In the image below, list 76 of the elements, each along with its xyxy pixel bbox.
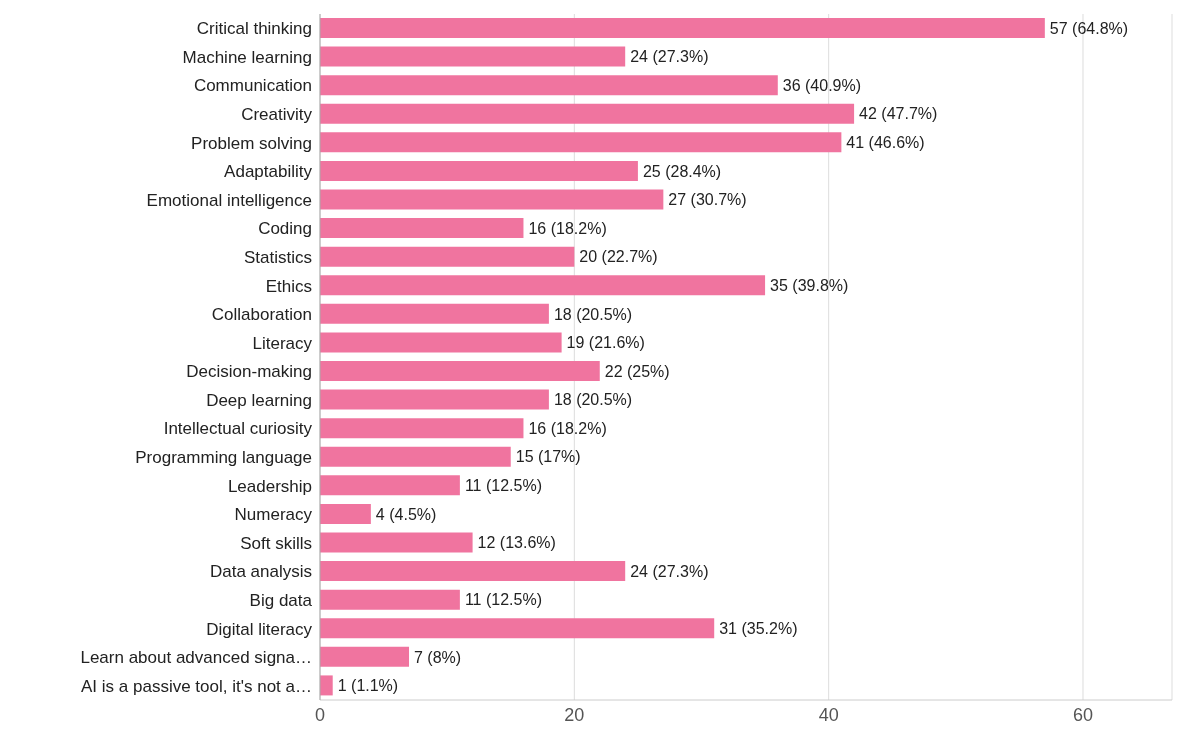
data-label: 7 (8%) (414, 648, 462, 666)
y-tick-label: Programming language (135, 448, 312, 468)
y-tick-label: Intellectual curiosity (163, 419, 313, 439)
y-tick-label: Data analysis (209, 562, 312, 582)
data-label: 18 (20.5%) (553, 305, 633, 323)
bar (320, 618, 715, 639)
bar (320, 589, 460, 610)
y-tick-label: Ethics (265, 276, 312, 296)
bar (320, 275, 766, 296)
data-label: 27 (30.7%) (668, 191, 747, 209)
data-label: 4 (4.5%) (375, 505, 437, 523)
y-tick-label: Learn about advanced signa… (80, 648, 312, 668)
bar (320, 218, 524, 239)
bar (320, 332, 562, 353)
bar (320, 646, 410, 667)
y-tick-label: Communication (193, 76, 312, 96)
y-tick-label: Leadership (227, 476, 312, 496)
bar (320, 46, 626, 67)
data-label: 57 (64.8%) (1049, 19, 1129, 37)
bar (320, 18, 1045, 38)
bar (320, 675, 333, 696)
data-label: 20 (22.7%) (579, 248, 658, 266)
x-tick-label: 0 (314, 704, 326, 725)
bar (320, 418, 524, 439)
y-tick-label: Adaptability (224, 162, 313, 182)
y-tick-label: Machine learning (182, 47, 312, 67)
data-label: 31 (35.2%) (719, 619, 798, 637)
bar (320, 475, 460, 496)
y-tick-label: Decision-making (186, 362, 312, 382)
data-label: 16 (18.2%) (528, 219, 607, 237)
y-tick-label: Creativity (241, 105, 313, 125)
y-tick-label: Coding (258, 219, 312, 239)
bar (320, 75, 778, 96)
y-tick-label: Soft skills (240, 533, 312, 553)
bar (320, 389, 549, 410)
data-label: 12 (13.6%) (477, 534, 556, 552)
y-tick-label: Digital literacy (206, 619, 313, 639)
data-label: 11 (12.5%) (464, 591, 542, 609)
data-label: 11 (12.5%) (464, 477, 542, 495)
data-label: 18 (20.5%) (553, 391, 633, 409)
bar (320, 561, 626, 582)
data-label: 42 (47.7%) (859, 105, 938, 123)
bar (320, 103, 855, 124)
data-label: 1 (1.1%) (337, 677, 399, 695)
data-label: 22 (25%) (604, 362, 670, 380)
bar (320, 246, 575, 267)
y-tick-label: AI is a passive tool, it's not a… (81, 676, 312, 696)
y-tick-label: Numeracy (234, 505, 313, 525)
data-label: 36 (40.9%) (782, 76, 862, 94)
data-label: 35 (39.8%) (770, 276, 849, 294)
data-label: 41 (46.6%) (846, 134, 925, 152)
y-tick-label: Emotional intelligence (146, 190, 312, 210)
bar (320, 532, 473, 553)
bar (320, 361, 600, 381)
data-label: 24 (27.3%) (630, 48, 709, 66)
y-tick-label: Literacy (252, 333, 313, 353)
y-tick-label: Deep learning (206, 390, 312, 410)
data-label: 15 (17%) (515, 448, 581, 466)
bar (320, 160, 638, 181)
x-tick-label: 60 (1072, 704, 1093, 725)
data-label: 25 (28.4%) (642, 162, 722, 180)
bar (320, 132, 842, 153)
x-tick-label: 20 (564, 704, 585, 725)
y-tick-label: Big data (249, 590, 313, 610)
bar (320, 189, 664, 210)
y-tick-label: Collaboration (211, 305, 312, 325)
bar (320, 303, 549, 324)
y-tick-label: Critical thinking (196, 19, 312, 39)
x-tick-label: 40 (818, 704, 839, 725)
y-tick-label: Statistics (243, 247, 312, 267)
bar (320, 503, 371, 524)
data-label: 24 (27.3%) (630, 562, 709, 580)
y-tick-label: Problem solving (191, 133, 312, 153)
data-label: 19 (21.6%) (566, 334, 645, 352)
bar (320, 446, 511, 467)
data-label: 16 (18.2%) (528, 419, 607, 437)
